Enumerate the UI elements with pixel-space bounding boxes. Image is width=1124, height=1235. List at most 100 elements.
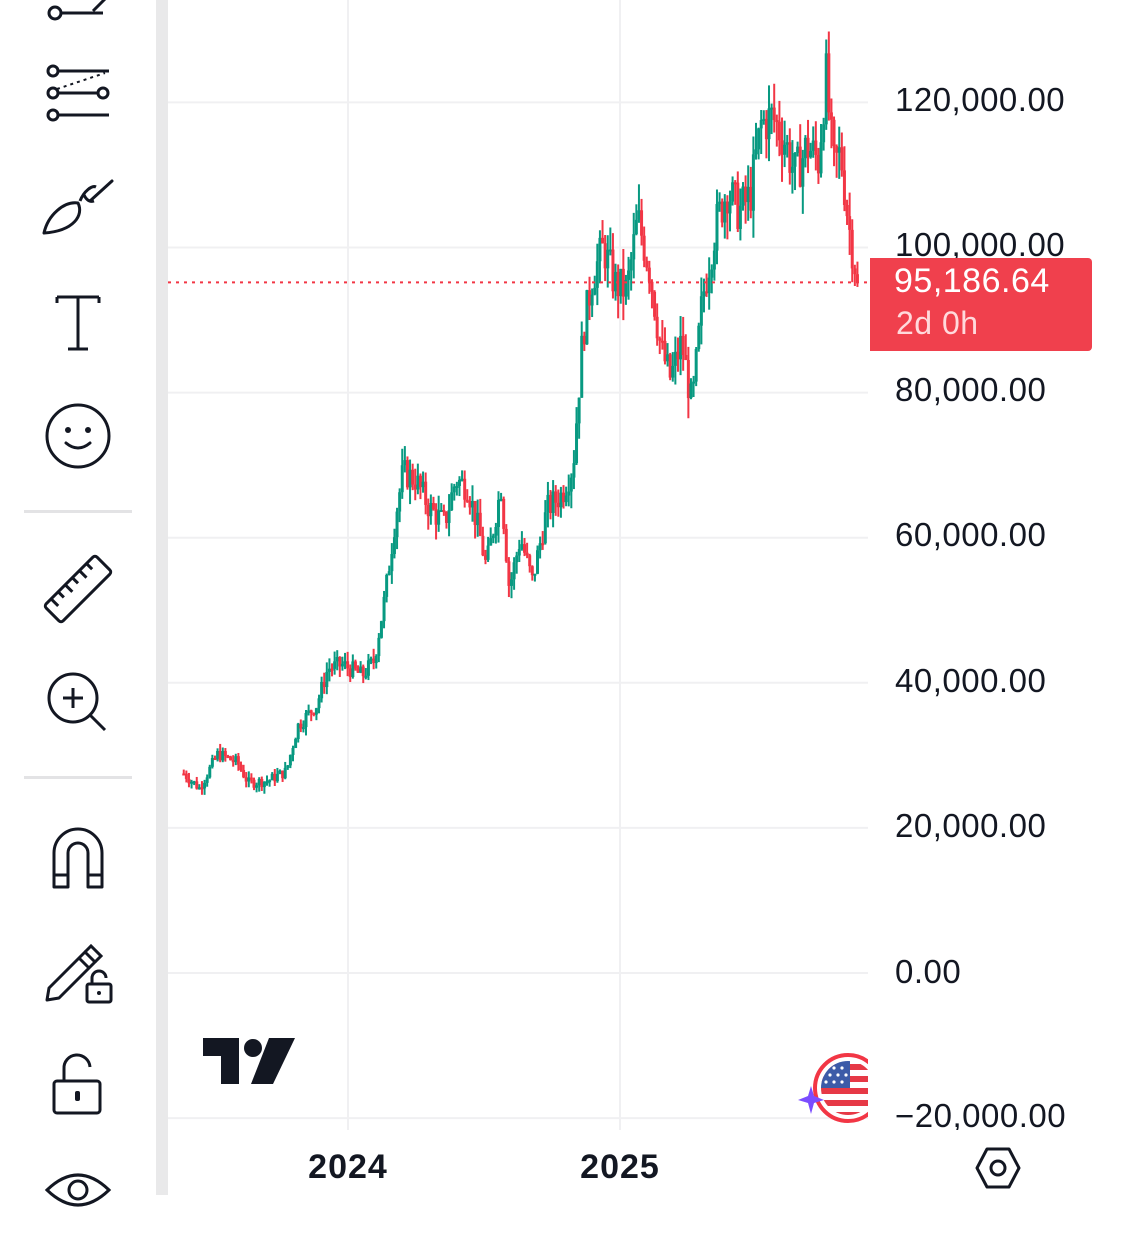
candle-body — [853, 268, 857, 275]
candle-body — [541, 543, 545, 546]
candle-body — [814, 140, 818, 155]
candle-body — [585, 290, 589, 345]
candle-body — [653, 291, 657, 317]
time-axis[interactable]: 2024 2025 — [168, 1130, 868, 1195]
candle-body — [377, 637, 381, 657]
candle-body — [312, 713, 316, 716]
candle-body — [257, 778, 261, 786]
candle-body — [725, 201, 729, 214]
candle-body — [572, 463, 576, 478]
candle-body — [421, 481, 425, 488]
tradingview-logo[interactable] — [203, 1038, 295, 1089]
candle-body — [327, 668, 331, 672]
candle-body — [507, 561, 511, 586]
candle-body — [463, 478, 467, 500]
fib-retracement-tool[interactable] — [28, 50, 128, 140]
candle-body — [226, 755, 230, 758]
candle-body — [647, 267, 651, 282]
eye-icon — [44, 1173, 112, 1207]
lock-drawings-tool[interactable] — [28, 926, 128, 1016]
candle-body — [351, 661, 355, 678]
candle-body — [595, 261, 599, 288]
candle-body — [702, 291, 706, 297]
candle-body — [780, 140, 784, 155]
candle-body — [483, 555, 487, 560]
chart-pane[interactable] — [168, 0, 868, 1130]
candle-body — [444, 511, 448, 523]
drawing-toolbar — [0, 0, 156, 1207]
brush-tool[interactable] — [28, 164, 128, 254]
candle-body — [190, 781, 194, 784]
candle-body — [710, 269, 714, 278]
candle-body — [291, 748, 295, 755]
candle-body — [733, 182, 737, 185]
chart-settings-button[interactable] — [968, 1140, 1028, 1195]
brush-icon — [42, 179, 114, 235]
candle-body — [676, 351, 680, 360]
candle-body — [395, 511, 399, 538]
candle-body — [494, 527, 498, 536]
candle-body — [736, 182, 740, 229]
lock-all-tool[interactable] — [28, 1040, 128, 1130]
price-tick: −20,000.00 — [895, 1097, 1067, 1130]
candle-body — [405, 460, 409, 488]
candle-body — [403, 460, 407, 466]
candle-body — [385, 575, 389, 597]
candle-body — [632, 234, 636, 260]
price-tick: 40,000.00 — [895, 662, 1047, 699]
candle-body — [723, 201, 727, 223]
candle-body — [603, 243, 607, 269]
candle-body — [489, 538, 493, 546]
smiley-icon — [45, 403, 111, 469]
candle-body — [796, 146, 800, 154]
candle-body — [757, 128, 761, 150]
candle-body — [692, 381, 696, 384]
candle-body — [627, 270, 631, 280]
price-tick: 80,000.00 — [895, 371, 1047, 408]
candle-body — [301, 727, 305, 730]
candle-body — [822, 124, 826, 143]
text-tool[interactable] — [28, 278, 128, 368]
candle-body — [559, 492, 563, 508]
candle-body — [785, 142, 789, 145]
candle-body — [416, 475, 420, 490]
emoji-tool[interactable] — [28, 391, 128, 481]
candle-body — [450, 492, 454, 511]
candle-body — [353, 661, 357, 669]
candle-body — [629, 259, 633, 271]
candle-body — [400, 465, 404, 493]
candle-body — [686, 359, 690, 399]
candle-body — [262, 781, 266, 788]
candle-body — [616, 271, 620, 297]
hide-drawings-tool[interactable] — [28, 1145, 128, 1235]
candle-body — [322, 681, 326, 688]
candle-body — [205, 777, 209, 783]
toolbar-separator — [24, 776, 132, 779]
candle-body — [520, 544, 524, 550]
candle-body — [390, 554, 394, 572]
magnet-mode-tool[interactable] — [28, 812, 128, 902]
candle-body — [200, 787, 204, 790]
candle-body — [788, 142, 792, 173]
trend-line-tool[interactable] — [28, 0, 128, 48]
price-scale[interactable]: 120,000.00 100,000.00 80,000.00 60,000.0… — [868, 0, 1124, 1130]
candle-body — [286, 765, 290, 768]
candle-body — [640, 210, 644, 236]
candle-body — [184, 773, 188, 779]
candle-body — [811, 140, 815, 151]
candle-body — [460, 478, 464, 481]
candle-body — [283, 767, 287, 779]
candle-body — [374, 656, 378, 664]
candle-body — [551, 491, 555, 514]
candle-body — [255, 785, 259, 788]
candle-body — [689, 383, 693, 399]
candlestick-chart[interactable] — [168, 0, 868, 1130]
candle-body — [767, 108, 771, 140]
candle-body — [556, 502, 560, 508]
candle-body — [601, 237, 605, 244]
candle-body — [346, 661, 350, 669]
zoom-in-tool[interactable] — [28, 658, 128, 748]
us-flag-badge-icon[interactable] — [796, 1052, 868, 1126]
measure-tool[interactable] — [28, 544, 128, 634]
candle-body — [509, 579, 513, 586]
